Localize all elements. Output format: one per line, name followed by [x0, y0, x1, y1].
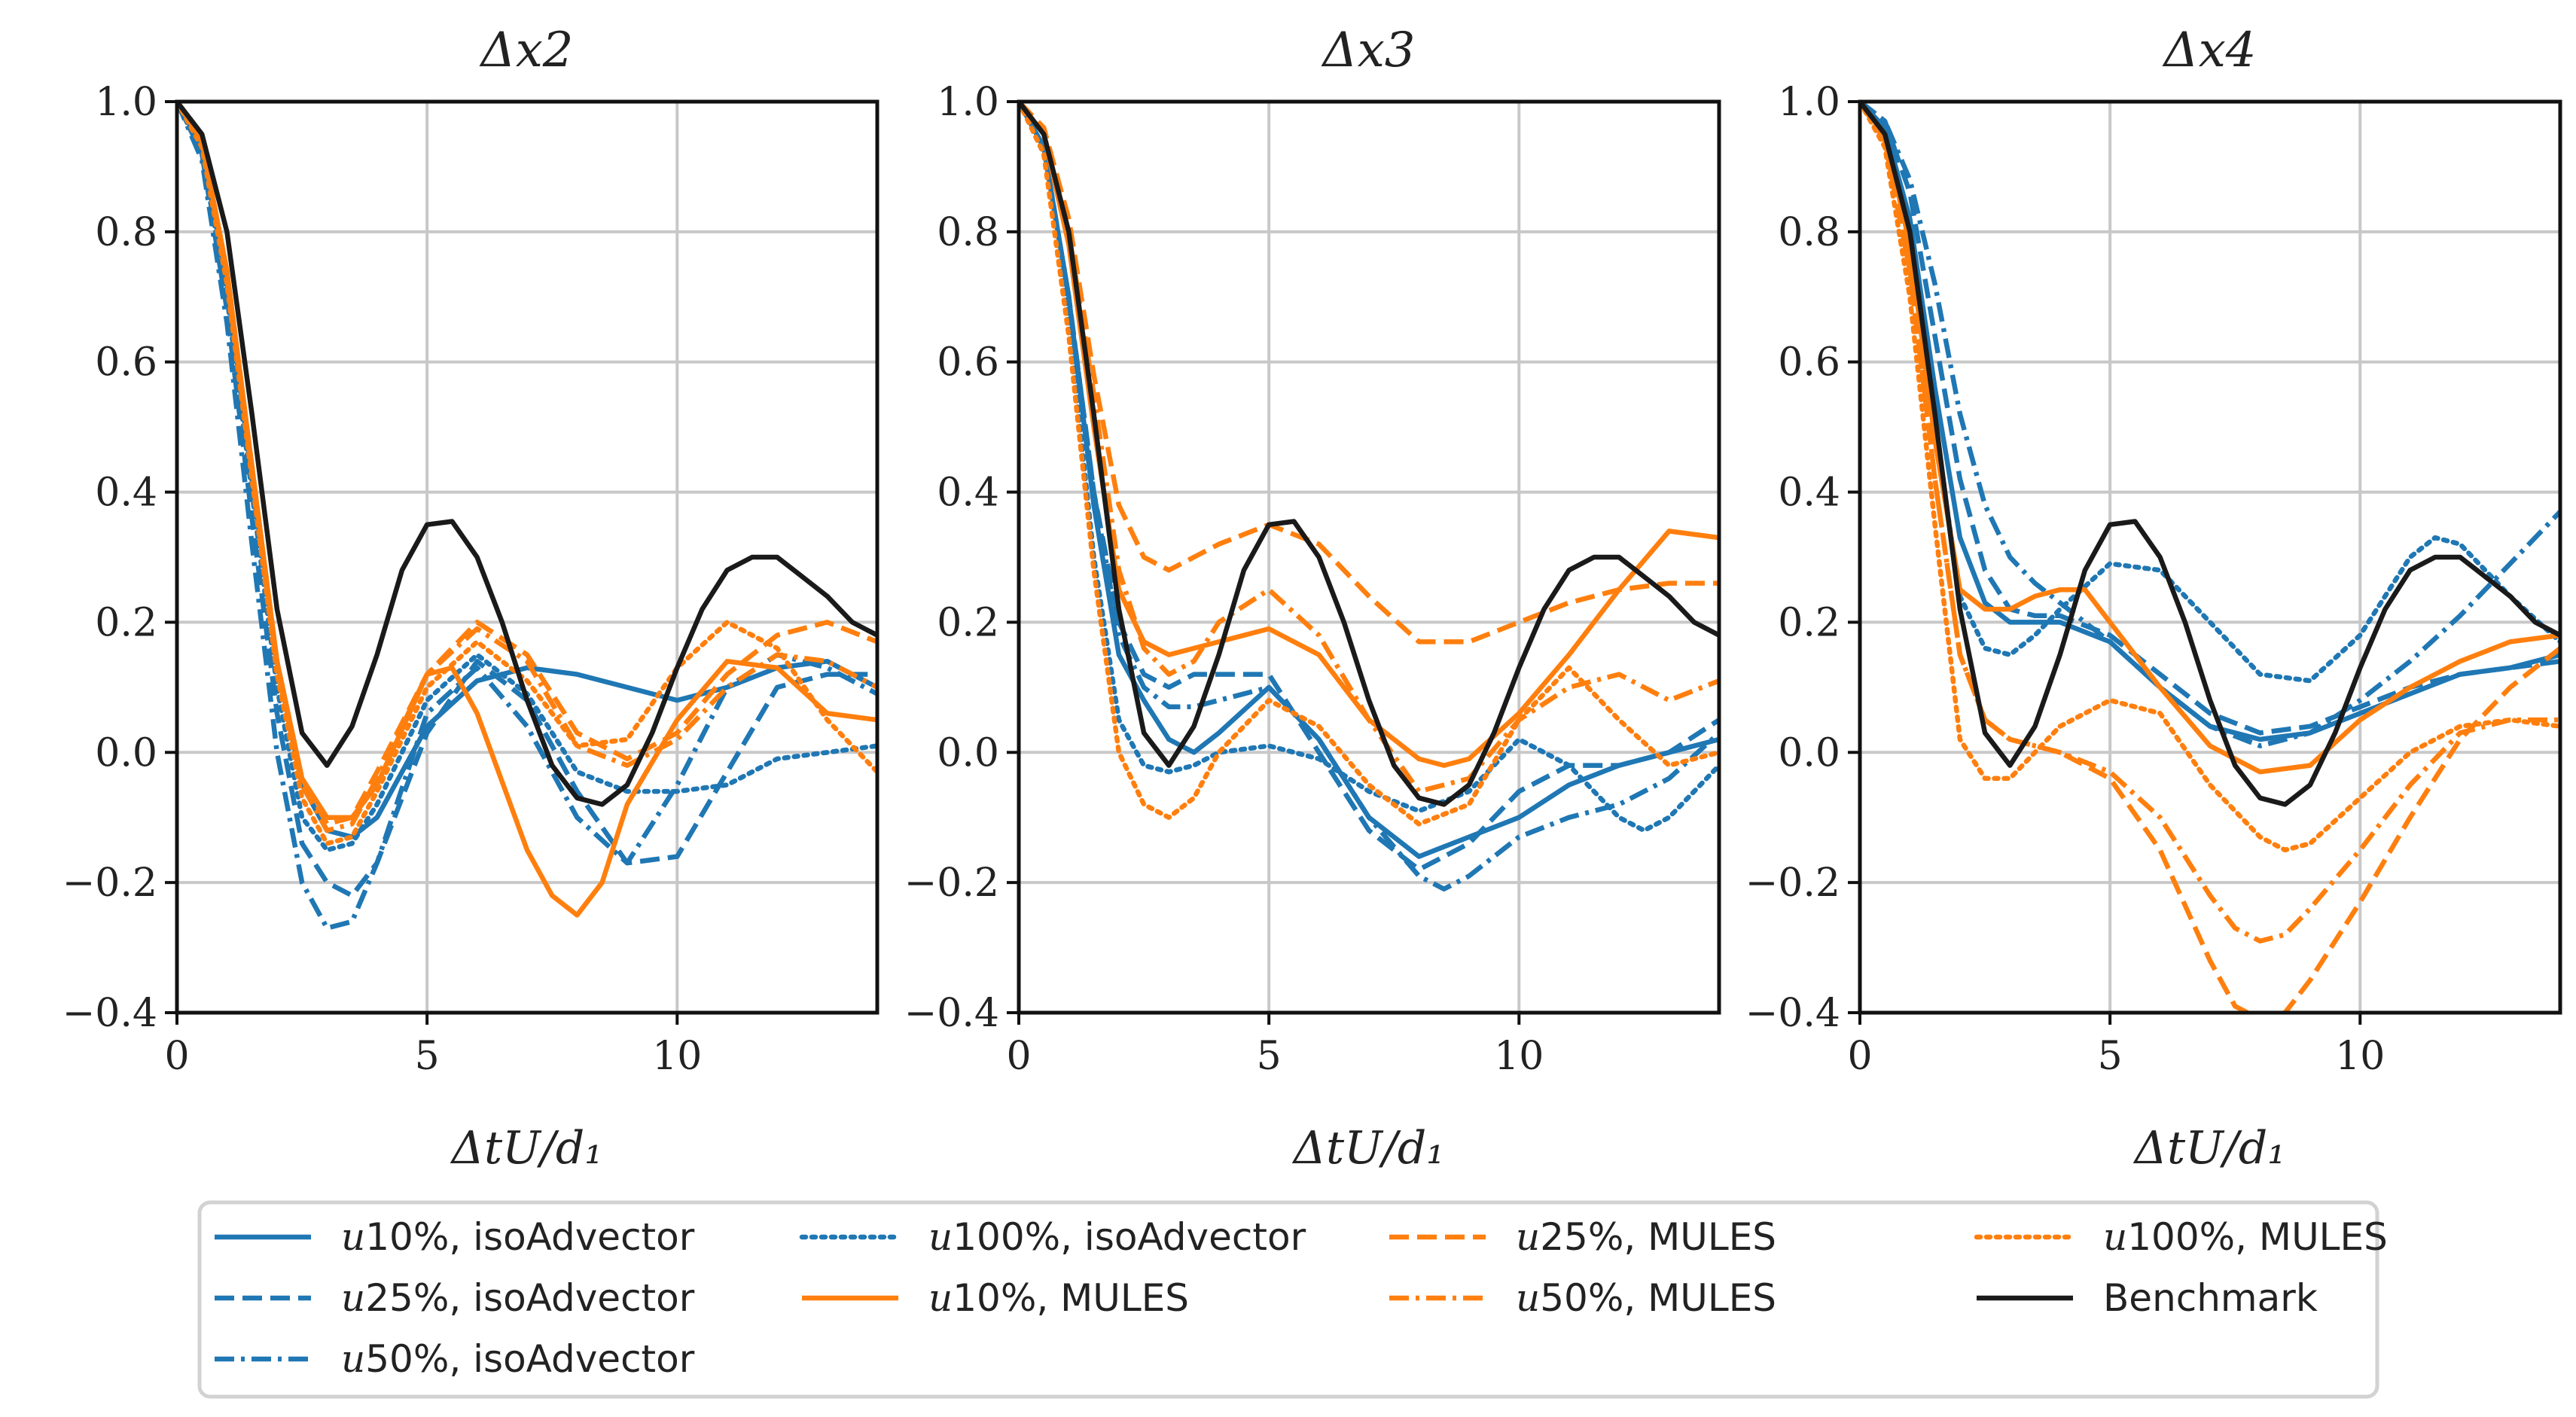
series-group [177, 102, 877, 931]
ytick-label: 0.6 [1778, 340, 1840, 385]
ytick-label: 0.4 [937, 471, 999, 516]
xtick-label: 5 [415, 1034, 440, 1079]
panel-title: Δx4 [2161, 23, 2256, 78]
legend-label: u25%, MULES [1516, 1215, 1776, 1259]
legend-box [197, 1200, 2379, 1399]
ytick-label: 1.0 [95, 80, 157, 125]
panel-title: Δx3 [1320, 23, 1415, 78]
panel-3: −0.4 −0.2 0.0 0.2 0.4 0.6 0.8 1.0 0 5 10 Δx4 ΔtU/d₁ [1745, 23, 2562, 1175]
legend-entry: Benchmark [1977, 1276, 2318, 1320]
legend-entry: u50%, MULES [1389, 1276, 1776, 1320]
ytick-label: 0.6 [937, 340, 999, 385]
legend-label: u25%, isoAdvector [341, 1276, 695, 1320]
legend-label: u100%, MULES [2103, 1215, 2388, 1259]
plot-frame [175, 99, 879, 1015]
series-line-benchmark [1019, 102, 1719, 807]
legend-entry: u10%, isoAdvector [215, 1215, 695, 1259]
series-line-u50-mules [1019, 102, 1719, 794]
xtick-label: 0 [1847, 1034, 1872, 1079]
legend-entry: u25%, isoAdvector [215, 1276, 695, 1320]
series-line-u100-mules [1860, 102, 2560, 853]
series-line-benchmark [1860, 102, 2560, 807]
ytick-label: 0.6 [95, 340, 157, 385]
legend-label: u10%, isoAdvector [341, 1215, 695, 1259]
legend-entry: u100%, MULES [1974, 1215, 2388, 1259]
x-axis-label: ΔtU/d₁ [1292, 1122, 1445, 1175]
legend-entry: u50%, isoAdvector [215, 1337, 695, 1381]
xtick-label: 5 [1257, 1034, 1282, 1079]
ytick-label: 0.2 [1778, 600, 1840, 645]
ytick-label: −0.4 [904, 991, 999, 1036]
x-axis-label: ΔtU/d₁ [2133, 1122, 2286, 1175]
x-axis-label: ΔtU/d₁ [450, 1122, 603, 1175]
ytick-label: 0.2 [95, 600, 157, 645]
plot-frame [1858, 99, 2562, 1015]
panel-title: Δx2 [478, 23, 573, 78]
ytick-label: 0.0 [1778, 730, 1840, 776]
ytick-label: −0.2 [1745, 861, 1840, 906]
plot-frame [1017, 99, 1721, 1015]
legend-label: u10%, MULES [928, 1276, 1189, 1320]
legend-entry: u100%, isoAdvector [799, 1215, 1306, 1259]
ytick-label: −0.2 [904, 861, 999, 906]
legend-label: u50%, isoAdvector [341, 1337, 695, 1381]
ytick-label: 1.0 [1778, 80, 1840, 125]
ytick-label: 0.8 [1778, 210, 1840, 255]
ytick-label: −0.4 [1745, 991, 1840, 1036]
legend-label: Benchmark [2103, 1276, 2318, 1320]
ytick-label: 0.0 [937, 730, 999, 776]
series-group [1019, 102, 1719, 892]
panels: −0.4−0.20.00.20.40.60.81.00 5 10Δx2ΔtU/d₁−… [62, 23, 2562, 1175]
xtick-label: 10 [2335, 1034, 2385, 1079]
series-line-u50-mules [1860, 102, 2560, 944]
series-line-u25-isoadvector [177, 102, 877, 898]
ytick-label: 0.0 [95, 730, 157, 776]
ytick-label: 0.8 [937, 210, 999, 255]
legend-entry: u10%, MULES [802, 1276, 1189, 1320]
ytick-label: 0.4 [1778, 471, 1840, 516]
ytick-label: −0.2 [62, 861, 157, 906]
panel-1: −0.4 −0.2 0.0 0.2 0.4 0.6 0.8 1.0 0 5 10 Δx2 ΔtU/d₁ [62, 23, 879, 1175]
xtick-label: 0 [1006, 1034, 1031, 1079]
ytick-label: 0.2 [937, 600, 999, 645]
xtick-label: 10 [652, 1034, 702, 1079]
ytick-label: −0.4 [62, 991, 157, 1036]
legend-entry: u25%, MULES [1389, 1215, 1776, 1259]
series-group [1860, 102, 2560, 1013]
series-line-u50-isoadvector [177, 102, 877, 931]
series-line-u100-mules [177, 102, 877, 846]
legend-label: u50%, MULES [1516, 1276, 1776, 1320]
series-line-u100-mules [1019, 102, 1719, 827]
xtick-label: 5 [2098, 1034, 2123, 1079]
xtick-label: 10 [1494, 1034, 1544, 1079]
panel-2: −0.4 −0.2 0.0 0.2 0.4 0.6 0.8 1.0 0 5 10 Δx3 ΔtU/d₁ [904, 23, 1721, 1175]
series-line-benchmark [177, 102, 877, 807]
xtick-label: 0 [164, 1034, 189, 1079]
series-line-u50-isoadvector [1860, 102, 2560, 748]
legend-label: u100%, isoAdvector [928, 1215, 1306, 1259]
ytick-label: 0.8 [95, 210, 157, 255]
series-line-u50-isoadvector [1019, 102, 1719, 892]
ytick-label: 1.0 [937, 80, 999, 125]
legend: u10%, isoAdvector u25%, isoAdvector u50%, … [197, 1200, 2388, 1399]
ytick-label: 0.4 [95, 471, 157, 516]
